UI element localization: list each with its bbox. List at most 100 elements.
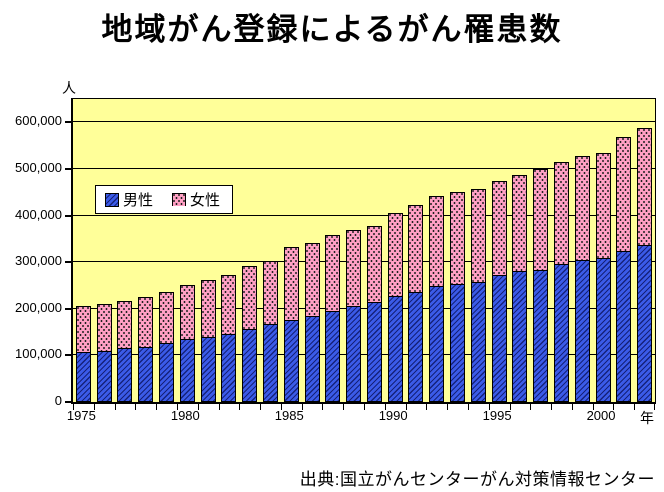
x-axis-unit-label: 年 [640, 410, 654, 426]
x-tick-7 [219, 404, 220, 410]
bar-male-1988 [346, 305, 362, 402]
bar-male-1999 [574, 260, 590, 402]
y-axis-label-200000: 200,000 [15, 299, 62, 315]
bar-male-1982 [221, 334, 237, 402]
bar-female-1994 [470, 189, 486, 282]
bar-female-1982 [221, 274, 237, 335]
x-axis-label-1975: 1975 [66, 408, 96, 423]
bar-female-1989 [366, 225, 382, 303]
x-tick-2 [115, 404, 116, 410]
bar-male-1995 [491, 275, 507, 402]
bar-female-1979 [159, 291, 175, 343]
x-tick-26 [613, 404, 614, 410]
x-tick-3 [135, 404, 136, 410]
bar-female-1975 [75, 305, 91, 353]
legend-male-label: 男性 [123, 192, 154, 209]
x-axis-label-1990: 1990 [378, 408, 408, 423]
bar-female-1976 [96, 304, 112, 351]
y-tick-400000 [65, 214, 71, 217]
source-credit: 出典:国立がんセンターがん対策情報センター [299, 470, 655, 489]
gridline-400000 [73, 214, 655, 216]
x-tick-17 [426, 404, 427, 410]
x-tick-15 [385, 404, 386, 410]
y-tick-0 [65, 401, 71, 403]
x-axis-label-1985: 1985 [274, 408, 304, 423]
y-tick-100000 [65, 354, 71, 357]
x-tick-11 [302, 404, 303, 410]
x-tick-12 [322, 404, 323, 410]
x-tick-25 [593, 404, 594, 410]
x-tick-14 [364, 404, 365, 410]
bar-female-1996 [512, 175, 528, 272]
x-tick-6 [198, 404, 199, 410]
bar-male-1989 [366, 302, 382, 402]
legend-male-swatch-icon [105, 192, 119, 207]
bar-male-1994 [470, 281, 486, 402]
gridline-600000 [73, 121, 655, 123]
y-tick-200000 [65, 307, 71, 310]
bar-male-1993 [450, 283, 466, 402]
bar-male-1978 [138, 346, 154, 402]
bar-male-1985 [283, 319, 299, 402]
x-tick-22 [530, 404, 531, 410]
bar-female-1997 [533, 169, 549, 270]
x-tick-18 [447, 404, 448, 410]
legend-female-label: 女性 [190, 192, 221, 209]
y-axis-label-500000: 500,000 [15, 159, 62, 175]
bar-male-1975 [75, 352, 91, 402]
bar-male-1986 [304, 315, 320, 402]
bar-female-1987 [325, 235, 341, 312]
bar-male-1979 [159, 342, 175, 402]
y-axis-label-600000: 600,000 [15, 113, 62, 129]
x-tick-16 [406, 404, 407, 410]
x-tick-13 [343, 404, 344, 410]
bar-female-1980 [179, 284, 195, 340]
chart-title: 地域がん登録によるがん罹患数 [101, 12, 563, 47]
x-axis-label-2000: 2000 [586, 408, 616, 423]
x-tick-1 [94, 404, 95, 410]
x-tick-19 [468, 404, 469, 410]
bar-female-1984 [262, 260, 278, 325]
y-axis-label-100000: 100,000 [15, 346, 62, 362]
bar-male-1981 [200, 336, 216, 402]
bar-male-2002 [637, 245, 653, 402]
x-tick-23 [551, 404, 552, 410]
y-tick-500000 [65, 167, 71, 170]
x-tick-0 [73, 404, 74, 410]
x-tick-5 [177, 404, 178, 410]
y-axis-unit-label: 人 [62, 80, 76, 96]
bar-male-1992 [429, 286, 445, 402]
y-axis-label-0: 0 [54, 393, 62, 408]
bar-female-1978 [138, 297, 154, 347]
bar-male-2000 [595, 257, 611, 402]
x-axis-label-1995: 1995 [482, 408, 512, 423]
bar-female-1995 [491, 181, 507, 276]
bar-female-1977 [117, 301, 133, 349]
bar-male-1976 [96, 350, 112, 402]
y-axis-label-400000: 400,000 [15, 206, 62, 222]
bar-female-1981 [200, 280, 216, 337]
bar-female-1985 [283, 246, 299, 320]
gridline-100000 [73, 354, 655, 356]
x-tick-10 [281, 404, 282, 410]
legend-female-swatch-icon [172, 193, 187, 206]
y-tick-600000 [65, 121, 71, 124]
plot-area [65, 98, 656, 410]
bar-male-1990 [387, 296, 403, 402]
bar-male-2001 [616, 250, 632, 402]
bar-male-1984 [262, 324, 278, 402]
bar-female-1986 [304, 242, 320, 316]
bar-male-1996 [512, 271, 528, 402]
x-axis-label-1980: 1980 [170, 408, 200, 423]
gridline-500000 [73, 167, 655, 169]
bar-female-2001 [616, 137, 632, 251]
y-tick-300000 [65, 261, 71, 264]
x-tick-27 [634, 404, 635, 410]
x-tick-9 [260, 404, 261, 410]
bar-male-1987 [325, 311, 341, 402]
x-tick-24 [572, 404, 573, 410]
bar-male-1980 [179, 339, 195, 402]
bar-female-1990 [387, 213, 403, 297]
bar-male-1998 [553, 264, 569, 402]
